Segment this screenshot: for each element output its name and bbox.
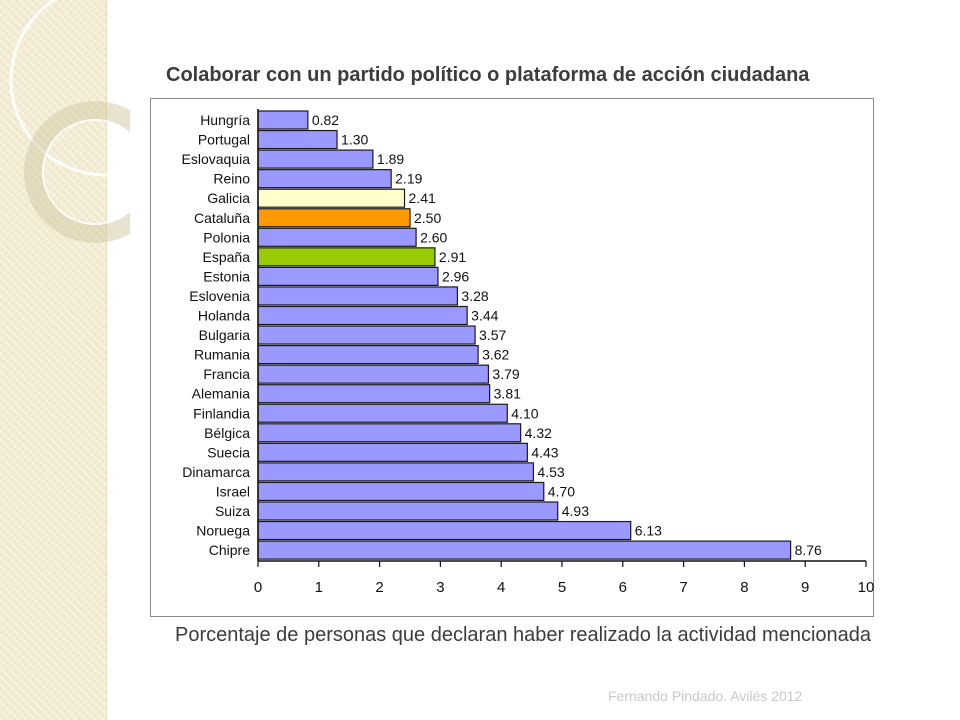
x-tick-label: 4 — [497, 579, 505, 596]
value-label: 2.41 — [409, 190, 436, 206]
bar — [257, 481, 545, 502]
chart-caption: Porcentaje de personas que declaran habe… — [175, 624, 872, 646]
x-tick-label: 7 — [679, 579, 687, 596]
category-label: Israel — [216, 483, 250, 499]
bar — [257, 149, 374, 169]
bar — [257, 247, 436, 267]
category-label: Chipre — [209, 542, 250, 558]
bar — [257, 227, 417, 247]
value-label: 0.82 — [312, 112, 339, 128]
category-label: Alemania — [192, 386, 251, 402]
value-label: 2.96 — [442, 268, 469, 284]
footer-credit: Fernando Pindado. Avilés 2012 — [608, 688, 803, 704]
value-label: 4.53 — [537, 464, 564, 480]
bar — [257, 325, 476, 345]
value-label: 1.30 — [341, 132, 368, 148]
category-label: Cataluña — [194, 210, 250, 226]
bar — [257, 286, 459, 306]
value-label: 3.81 — [494, 386, 521, 402]
value-label: 2.60 — [420, 229, 447, 245]
x-tick-label: 5 — [558, 579, 566, 596]
category-label: Galicia — [207, 190, 250, 206]
ring-small — [24, 101, 130, 243]
bar — [257, 169, 392, 189]
decorative-rings — [9, 0, 130, 243]
category-label: Rumania — [194, 347, 250, 363]
bar — [257, 403, 508, 423]
category-label: Suiza — [215, 503, 250, 519]
ring-small-inner — [42, 119, 130, 225]
bar — [257, 520, 632, 541]
value-label: 3.62 — [482, 347, 509, 363]
value-label: 2.50 — [414, 210, 441, 226]
x-tick-label: 0 — [254, 579, 262, 596]
bar — [257, 462, 535, 482]
value-label: 3.28 — [461, 288, 488, 304]
value-label: 8.76 — [795, 542, 822, 558]
value-label: 2.91 — [439, 249, 466, 265]
category-label: Reino — [213, 171, 250, 187]
value-label: 4.43 — [531, 444, 558, 460]
bar — [257, 305, 468, 326]
x-tick-label: 10 — [858, 579, 874, 596]
bar — [257, 442, 528, 462]
bar-chart: Hungría 0.82 Portugal 1.30 Eslovaquia 1.89 Rei… — [182, 109, 874, 596]
category-label: Estonia — [203, 268, 250, 284]
category-label: Hungría — [200, 112, 250, 128]
ring-large — [9, 0, 130, 177]
category-label: Eslovenia — [189, 288, 250, 304]
value-label: 4.70 — [548, 483, 575, 499]
value-label: 6.13 — [635, 523, 662, 539]
x-tick-label: 1 — [315, 579, 323, 596]
x-tick-label: 6 — [619, 579, 627, 596]
bar — [257, 384, 491, 404]
x-tick-label: 2 — [375, 579, 383, 596]
category-label: Polonia — [203, 229, 250, 245]
category-label: Noruega — [196, 523, 250, 539]
category-label: Finlandia — [193, 405, 250, 421]
category-label: Dinamarca — [182, 464, 250, 480]
bar — [257, 364, 490, 384]
bar — [257, 423, 522, 443]
value-label: 4.10 — [511, 405, 538, 421]
category-label: Francia — [203, 366, 250, 382]
bar — [257, 110, 309, 130]
category-label: Eslovaquia — [182, 151, 251, 167]
value-label: 4.93 — [562, 503, 589, 519]
x-tick-label: 8 — [740, 579, 748, 596]
category-label: España — [203, 249, 251, 265]
bar — [257, 266, 439, 286]
bar — [257, 501, 559, 521]
category-label: Portugal — [198, 132, 250, 148]
value-label: 1.89 — [377, 151, 404, 167]
x-tick-label: 9 — [801, 579, 809, 596]
category-label: Bulgaria — [199, 327, 251, 343]
bar — [257, 188, 406, 208]
value-label: 3.57 — [479, 327, 506, 343]
bar — [257, 345, 479, 365]
value-label: 4.32 — [525, 425, 552, 441]
value-label: 3.79 — [492, 366, 519, 382]
value-label: 3.44 — [471, 308, 498, 324]
bar — [257, 129, 338, 150]
category-label: Bélgica — [204, 425, 250, 441]
bar — [257, 208, 411, 228]
category-label: Suecia — [207, 444, 250, 460]
bar — [257, 540, 792, 560]
chart-title: Colaborar con un partido político o plat… — [166, 64, 810, 86]
category-label: Holanda — [198, 308, 250, 324]
value-label: 2.19 — [395, 171, 422, 187]
x-tick-label: 3 — [436, 579, 444, 596]
